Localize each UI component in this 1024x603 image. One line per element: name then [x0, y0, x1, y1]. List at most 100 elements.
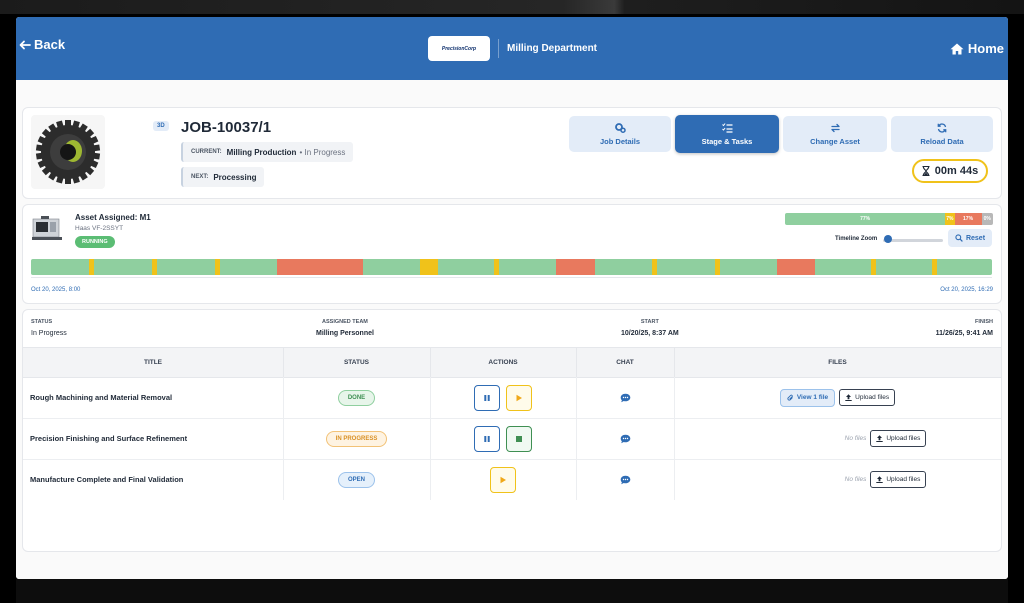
assigned-team-heading: ASSIGNED TEAM — [322, 319, 368, 325]
finish-heading: FINISH — [974, 319, 993, 325]
files-cell: View 1 file Upload files — [674, 377, 1001, 418]
upload-files-button[interactable]: Upload files — [870, 471, 927, 488]
home-label: Home — [967, 41, 1004, 56]
magnifier-icon — [955, 234, 963, 242]
arrow-left-icon — [19, 40, 31, 49]
upload-files-button[interactable]: Upload files — [839, 389, 896, 406]
status-heading: STATUS — [31, 319, 53, 325]
current-stage: Milling Production — [226, 147, 297, 157]
company-logo: PrecisionCorp — [428, 36, 490, 61]
job-details-button[interactable]: Job Details — [569, 116, 671, 152]
table-row[interactable]: Manufacture Complete and Final Validatio… — [23, 459, 1001, 500]
upload-icon — [876, 476, 884, 483]
timeline-segment — [595, 259, 653, 275]
no-files-text: No files — [844, 435, 867, 442]
timeline-segment — [94, 259, 153, 275]
part-3d-thumbnail[interactable] — [31, 115, 105, 189]
home-icon — [950, 43, 964, 54]
table-row[interactable]: Precision Finishing and Surface Refineme… — [23, 418, 1001, 460]
play-button[interactable] — [490, 466, 516, 493]
home-button[interactable]: Home — [950, 41, 1004, 56]
play-button[interactable] — [506, 384, 532, 411]
asset-timeline[interactable] — [31, 259, 992, 275]
cnc-machine-image — [32, 216, 62, 240]
timeline-divider — [31, 277, 992, 278]
timeline-segment — [556, 259, 596, 275]
status-cell: IN PROGRESS — [283, 418, 431, 459]
pause-button[interactable] — [474, 425, 500, 452]
timeline-segment — [493, 259, 499, 275]
reset-zoom-button[interactable]: Reset — [948, 229, 992, 247]
status-badge: OPEN — [337, 471, 375, 488]
stop-button[interactable] — [506, 425, 532, 452]
column-status[interactable]: STATUS — [283, 348, 431, 377]
chat-cell — [576, 418, 675, 459]
task-status-info: STATUS In Progress — [31, 319, 67, 337]
asset-name: Asset Assigned: M1 — [75, 213, 151, 222]
status-cell: DONE — [283, 377, 431, 418]
next-stage: Processing — [213, 172, 257, 182]
chat-icon[interactable] — [620, 434, 631, 444]
status-badge: DONE — [337, 389, 376, 406]
timeline-segment — [362, 259, 420, 275]
timeline-start: Oct 20, 2025, 8:00 — [31, 287, 81, 293]
logo-text: PrecisionCorp — [441, 45, 477, 52]
files-cell: No files Upload files — [674, 459, 1001, 500]
utilization-segment: 7% — [945, 213, 955, 225]
files-cell: No files Upload files — [674, 418, 1001, 459]
header-divider — [498, 39, 499, 58]
column-files: FILES — [828, 359, 847, 366]
stage-tasks-button[interactable]: Stage & Tasks — [675, 115, 779, 153]
upload-icon — [876, 435, 884, 442]
asset-status-badge: RUNNING — [75, 236, 115, 248]
upload-files-label: Upload files — [855, 394, 890, 401]
utilization-segment: 0% — [981, 213, 993, 225]
device-bezel-top — [0, 0, 1024, 14]
timeline-zoom-slider[interactable] — [883, 239, 943, 242]
timeline-segment — [715, 259, 721, 275]
finish-value: 11/26/25, 9:41 AM — [935, 330, 993, 337]
cogs-icon — [614, 122, 626, 133]
view-files-button[interactable]: View 1 file — [779, 388, 836, 407]
pause-button[interactable] — [474, 384, 500, 411]
timeline-segment — [152, 259, 158, 275]
status-badge: IN PROGRESS — [325, 430, 388, 447]
timeline-segment — [498, 259, 557, 275]
timeline-segment — [220, 259, 277, 275]
reload-data-button[interactable]: Reload Data — [891, 116, 993, 152]
timeline-zoom-handle[interactable] — [883, 235, 892, 243]
swap-icon — [830, 123, 840, 132]
upload-files-button[interactable]: Upload files — [870, 430, 927, 447]
finish-info: FINISH 11/26/25, 9:41 AM — [936, 319, 993, 337]
3d-badge[interactable]: 3D — [153, 121, 169, 131]
job-card: 3D JOB-10037/1 CURRENT: Milling Producti… — [22, 107, 1002, 199]
job-number: JOB-10037/1 — [181, 119, 272, 136]
paperclip-icon — [787, 394, 793, 401]
table-row[interactable]: Rough Machining and Material Removal DON… — [23, 377, 1001, 419]
chat-icon[interactable] — [620, 393, 631, 403]
change-asset-button[interactable]: Change Asset — [783, 116, 887, 152]
chat-icon[interactable] — [620, 475, 631, 485]
reload-data-label: Reload Data — [920, 136, 964, 146]
back-button[interactable]: Back — [19, 37, 65, 52]
actions-cell — [430, 459, 577, 500]
no-files-text: No files — [844, 476, 867, 483]
pause-icon — [484, 394, 490, 401]
job-details-label: Job Details — [599, 136, 640, 146]
utilization-segment: 17% — [954, 213, 982, 225]
play-icon — [516, 394, 522, 401]
timeline-segment — [437, 259, 494, 275]
view-files-label: View 1 file — [796, 394, 829, 401]
next-stage-pill: NEXT: Processing — [181, 167, 265, 187]
column-title[interactable]: TITLE — [23, 348, 284, 377]
timeline-segment — [936, 259, 992, 275]
chat-cell — [576, 377, 675, 418]
actions-cell — [430, 418, 577, 459]
upload-files-label: Upload files — [886, 435, 921, 442]
timeline-segment — [652, 259, 658, 275]
department-title: Milling Department — [507, 43, 598, 54]
change-asset-label: Change Asset — [810, 136, 860, 146]
top-bar: Back PrecisionCorp Milling Department Ho… — [16, 17, 1008, 80]
timeline-segment — [931, 259, 937, 275]
timeline-segment — [276, 259, 363, 275]
